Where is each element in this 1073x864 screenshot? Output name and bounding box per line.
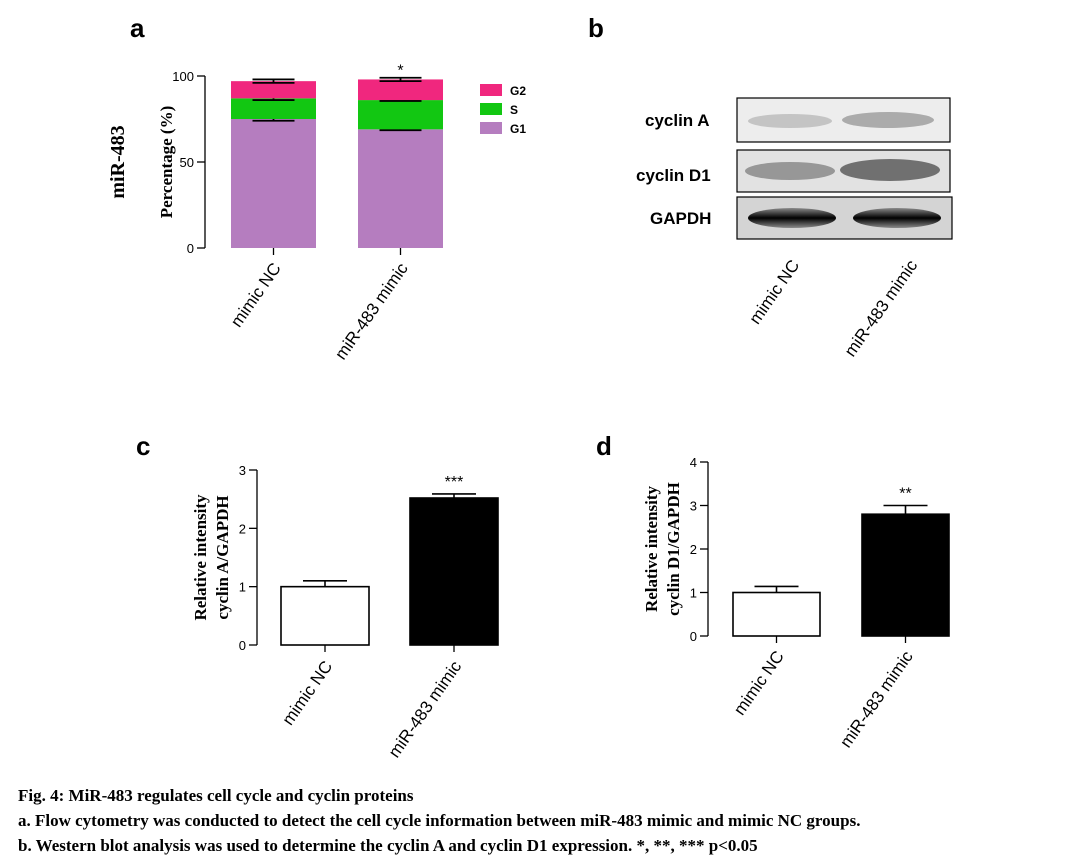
chart-d-y-label-line-2: cyclin D1/GAPDH (664, 482, 683, 616)
chart-d-y-tick-label-2: 2 (690, 542, 697, 557)
blot-band-cyclin-d1-1 (745, 162, 835, 180)
chart-a-legend-swatch-g2 (480, 84, 502, 96)
chart-d-x-tick-label-mir-483-mimic: miR-483 mimic (836, 647, 917, 751)
chart-a-bar-g2-mimic-nc (231, 81, 316, 99)
chart-a-y-tick-label-0: 0 (187, 241, 194, 256)
chart-a-legend-label-g2: G2 (510, 84, 526, 98)
chart-a-legend-swatch-s (480, 103, 502, 115)
chart-a-bar-g1-mimic-nc (231, 119, 316, 248)
chart-a-legend-swatch-g1 (480, 122, 502, 134)
chart-a-bar-g1-mir-483-mimic (358, 129, 443, 248)
blot-band-cyclin-d1-2 (840, 159, 940, 181)
caption-line-b: b. Western blot analysis was used to det… (18, 836, 758, 855)
chart-d-y-tick-label-3: 3 (690, 499, 697, 514)
chart-d-y-tick-label-0: 0 (690, 629, 697, 644)
chart-a-legend-label-g1: G1 (510, 122, 526, 136)
chart-c-y-tick-label-3: 3 (239, 463, 246, 478)
chart-a-row-label: miR-483 (107, 125, 129, 198)
chart-a-stacked-bar: 0 50 100 Percentage (%) miR-483 mimic NC miR-4… (107, 63, 526, 363)
chart-d-y-label-line-1: Relative intensity (642, 485, 661, 612)
chart-d-bar-mimic-nc (732, 591, 821, 637)
chart-c-annotation-mir-483-mimic: *** (445, 474, 464, 491)
chart-c-x-tick-label-mir-483-mimic: miR-483 mimic (385, 657, 466, 761)
chart-d-x-tick-label-mimic-nc: mimic NC (730, 647, 788, 718)
chart-c-y-tick-label-2: 2 (239, 521, 246, 536)
caption-title: Fig. 4: MiR-483 regulates cell cycle and… (18, 786, 414, 805)
chart-a-annotation-g2-mir-483-mimic: * (397, 63, 403, 80)
blot-label-cyclin-a: cyclin A (645, 111, 710, 130)
chart-d-y-tick-label-1: 1 (690, 586, 697, 601)
chart-d-annotation-mir-483-mimic: ** (899, 486, 911, 503)
chart-a-y-label: Percentage (%) (157, 106, 176, 219)
chart-a-y-tick-label-100: 100 (172, 69, 194, 84)
chart-d-bar-mir-483-mimic (861, 513, 950, 637)
blot-label-cyclin-d1: cyclin D1 (636, 166, 711, 185)
blot-label-gapdh: GAPDH (650, 209, 711, 228)
chart-a-bar-s-mimic-nc (231, 98, 316, 119)
blot-band-cyclin-a-2 (842, 112, 934, 128)
chart-a-x-tick-label-mimic-nc: mimic NC (227, 259, 285, 330)
chart-c-x-tick-label-mimic-nc: mimic NC (278, 657, 336, 728)
chart-a-bar-g2-mir-483-mimic (358, 79, 443, 101)
panel-letter-c: c (136, 431, 150, 461)
chart-c-bar-mir-483-mimic (409, 497, 499, 646)
blot-lane-label-mir-483-mimic: miR-483 mimic (841, 256, 922, 360)
chart-c-y-tick-label-0: 0 (239, 638, 246, 653)
chart-c-y-label-line-1: Relative intensity (191, 494, 210, 621)
panel-letter-d: d (596, 431, 612, 461)
panel-letter-a: a (130, 13, 145, 43)
chart-d-bar: 0 1 2 3 4 Relative intensity cyclin D1/GAPDH mi… (642, 455, 950, 751)
panel-letter-b: b (588, 13, 604, 43)
blot-band-cyclin-a-1 (748, 114, 832, 128)
western-blot: cyclin A cyclin D1 GAPDH mimic NC miR-48… (636, 97, 953, 360)
chart-c-bar: 0 1 2 3 Relative intensity cyclin A/GAPDH mimi… (191, 463, 499, 761)
chart-c-bar-mimic-nc (280, 585, 370, 646)
chart-d-y-tick-label-4: 4 (690, 455, 697, 470)
blot-lane-label-mimic-nc: mimic NC (745, 256, 803, 327)
chart-c-y-tick-label-1: 1 (239, 580, 246, 595)
chart-a-bar-s-mir-483-mimic (358, 100, 443, 130)
blot-band-gapdh-1 (748, 208, 836, 228)
blot-band-gapdh-2 (853, 208, 941, 228)
caption-line-a: a. Flow cytometry was conducted to detec… (18, 811, 861, 830)
chart-a-y-tick-label-50: 50 (180, 155, 194, 170)
chart-a-x-tick-label-mir-483-mimic: miR-483 mimic (331, 259, 412, 363)
chart-c-y-label-line-2: cyclin A/GAPDH (213, 495, 232, 619)
chart-a-legend-label-s: S (510, 103, 518, 117)
